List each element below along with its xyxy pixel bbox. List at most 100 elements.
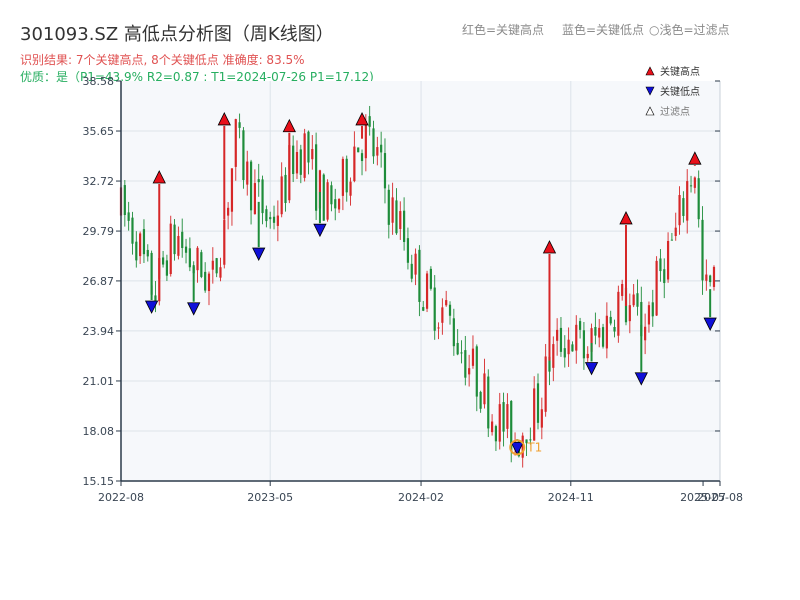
candle-body (670, 239, 674, 241)
candle-body (441, 307, 444, 323)
candle-body (341, 158, 344, 196)
candle-body (330, 185, 333, 205)
candle-body (372, 128, 375, 157)
candle-body (663, 269, 666, 284)
candle-body (464, 350, 467, 378)
candle-body (280, 176, 283, 215)
candle-body (200, 252, 203, 277)
key-low-marker (187, 302, 201, 316)
candle-body (276, 215, 279, 226)
candle-body (640, 301, 643, 337)
candle-body (594, 326, 597, 336)
candle-body (211, 260, 214, 270)
candle-body (559, 327, 563, 352)
candle-body (357, 147, 360, 153)
candle-body (433, 287, 436, 331)
candles-group (119, 105, 716, 468)
x-tick-label: 2024-02 (398, 491, 444, 504)
candle-body (533, 388, 536, 441)
candle-body (425, 273, 429, 309)
candle-body (292, 145, 295, 175)
candle-body (709, 275, 712, 283)
legend-high-label: 关键高点 (660, 65, 700, 78)
candle-body (265, 209, 268, 222)
candle-body (487, 376, 490, 429)
candle-body (249, 161, 253, 211)
y-tick-label: 18.08 (83, 425, 115, 438)
candle-body (548, 356, 551, 372)
candle-body (632, 294, 635, 306)
y-tick-label: 21.01 (83, 375, 115, 388)
candle-body (490, 421, 494, 433)
candle-body (173, 224, 176, 255)
candle-body (544, 356, 547, 412)
key-high-marker (152, 170, 166, 184)
candle-body (582, 330, 586, 359)
candle-body (506, 404, 509, 429)
top-legend-light-label: 浅色=过滤点 (659, 23, 730, 37)
candle-body (364, 120, 367, 159)
candle-body (460, 352, 463, 354)
candle-body (598, 327, 601, 338)
candle-body (556, 329, 559, 341)
candle-body (471, 348, 475, 366)
candle-body (701, 219, 704, 281)
candle-body (349, 181, 352, 196)
y-tick-label: 29.79 (83, 225, 115, 238)
candle-body (227, 207, 230, 216)
candle-body (605, 315, 608, 349)
candle-body (712, 266, 716, 287)
candle-body (586, 353, 589, 359)
recognition-result: 识别结果: 7个关键高点, 8个关键低点 准确度: 83.5% (20, 53, 305, 67)
y-tick-label: 15.15 (83, 475, 115, 488)
candle-body (644, 326, 647, 341)
x-tick-label: 2022-08 (98, 491, 144, 504)
candle-body (697, 178, 700, 220)
key-high-marker (619, 211, 633, 225)
key-low-marker (144, 300, 159, 314)
candle-body (257, 179, 260, 183)
candle-body (269, 217, 272, 220)
candle-body (422, 307, 425, 311)
candle-body (498, 404, 501, 442)
key-low-marker (634, 372, 648, 386)
candle-body (131, 217, 134, 244)
candle-body (483, 373, 486, 405)
key-high-marker (355, 112, 369, 126)
candle-body (261, 179, 264, 214)
candle-body (666, 240, 670, 280)
candle-body (525, 439, 528, 444)
key-high-marker (282, 118, 296, 133)
candle-body (521, 435, 524, 458)
y-tick-label: 35.65 (83, 125, 115, 138)
key-low-marker (313, 223, 327, 238)
candle-body (184, 246, 188, 253)
candle-body (494, 426, 498, 442)
candle-body (705, 274, 708, 281)
candle-body (139, 233, 142, 257)
x-tick-label: 2025-07 (680, 491, 726, 504)
candle-body (613, 326, 616, 332)
candle-body (219, 267, 222, 278)
candle-body (456, 342, 459, 355)
legend-low-label: 关键低点 (660, 85, 700, 98)
hollow-circle-icon: ○ (649, 23, 660, 37)
candle-body (196, 247, 199, 271)
candle-body (659, 258, 662, 272)
candle-body (387, 189, 390, 225)
candle-body (636, 293, 639, 307)
chart-title: 301093.SZ 高低点分析图（周K线图） (20, 24, 334, 45)
candle-body (326, 182, 329, 220)
key-low-marker (510, 441, 524, 456)
candle-body (479, 391, 482, 409)
candle-body (207, 273, 211, 292)
candle-body (223, 219, 226, 265)
candle-body (272, 216, 276, 223)
candle-body (429, 268, 432, 289)
candle-body (246, 161, 249, 185)
y-tick-label: 32.72 (83, 175, 115, 188)
candle-body (406, 238, 410, 263)
candle-body (678, 194, 681, 226)
candle-body (215, 258, 218, 274)
